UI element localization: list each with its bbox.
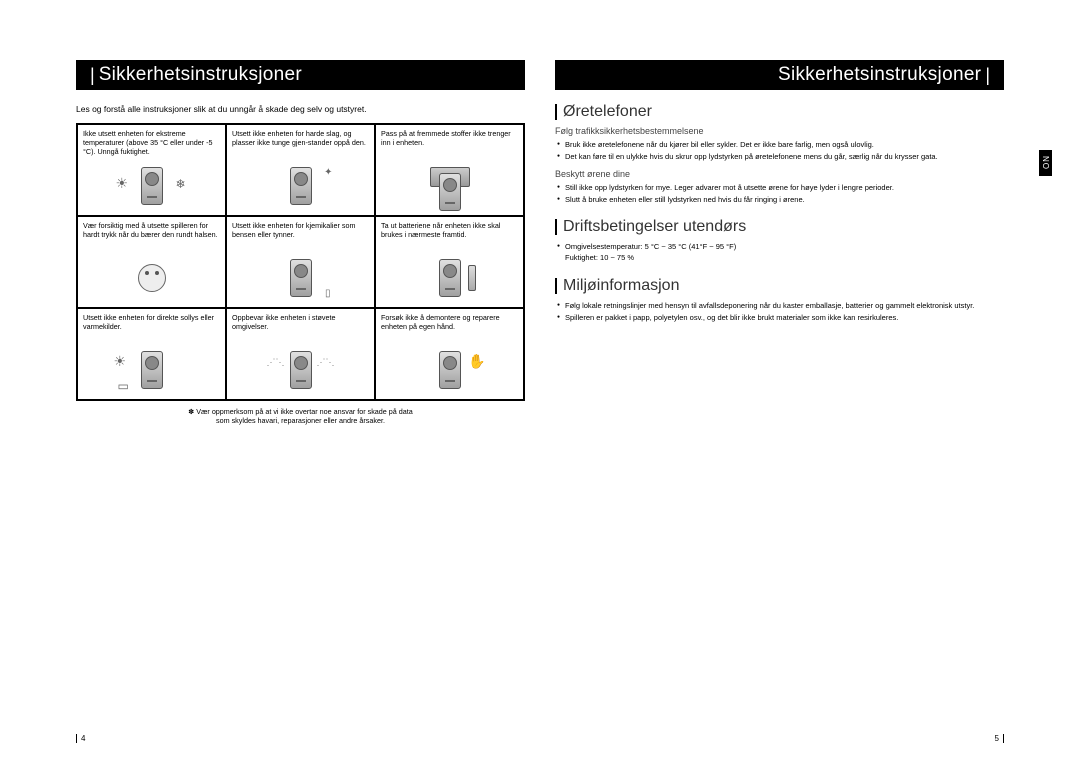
warning-text: Utsett ikke enheten for kjemikalier som …	[232, 221, 369, 239]
warning-cell: Ikke utsett enheten for ekstreme tempera…	[77, 124, 226, 216]
illustration-repair-icon: ✋	[410, 345, 490, 395]
warning-cell: Vær forsiktig med å utsette spilleren fo…	[77, 216, 226, 308]
warning-cell: Oppbevar ikke enheten i støvete omgivels…	[226, 308, 375, 400]
illustration-battery-icon	[410, 253, 490, 303]
header-title-right: Sikkerhetsinstruksjoner	[778, 64, 981, 86]
header-title-left: Sikkerhetsinstruksjoner	[99, 64, 302, 86]
bullet-item: Slutt å bruke enheten eller still lydsty…	[555, 194, 1004, 205]
warning-cell: Utsett ikke enheten for harde slag, og p…	[226, 124, 375, 216]
footnote-line2: som skyldes havari, reparasjoner eller a…	[216, 416, 385, 425]
bullet-list: Still ikke opp lydstyrken for mye. Leger…	[555, 182, 1004, 206]
illustration-sunlight-icon: ☀ ▭	[112, 345, 192, 395]
section-heading-env: Miljøinformasjon	[555, 278, 1004, 294]
bullet-item: Omgivelsestemperatur: 5 °C ~ 35 °C (41°F…	[555, 241, 1004, 264]
warning-cell: Forsøk ikke å demontere og reparere enhe…	[375, 308, 524, 400]
illustration-impact-icon: ✦	[261, 161, 341, 211]
sub-heading-traffic: Følg trafikksikkerhetsbestemmelsene	[555, 126, 1004, 136]
page-spread: | Sikkerhetsinstruksjoner Les og forstå …	[0, 0, 1080, 763]
illustration-chemicals-icon: ▯	[261, 253, 341, 303]
warning-text: Forsøk ikke å demontere og reparere enhe…	[381, 313, 518, 331]
header-right: Sikkerhetsinstruksjoner |	[555, 60, 1004, 90]
warning-text: Ikke utsett enheten for ekstreme tempera…	[83, 129, 220, 156]
page-right: Sikkerhetsinstruksjoner | NO Øretelefone…	[555, 60, 1004, 723]
footnote-line1: ✽ Vær oppmerksom på at vi ikke overtar n…	[188, 407, 413, 416]
warning-grid: Ikke utsett enheten for ekstreme tempera…	[76, 123, 525, 401]
intro-text: Les og forstå alle instruksjoner slik at…	[76, 104, 525, 115]
warning-cell: Ta ut batteriene når enheten ikke skal b…	[375, 216, 524, 308]
bullet-item: Det kan føre til en ulykke hvis du skrur…	[555, 151, 1004, 162]
illustration-liquid-icon	[410, 161, 490, 211]
bullet-list: Omgivelsestemperatur: 5 °C ~ 35 °C (41°F…	[555, 241, 1004, 264]
bullet-list: Bruk ikke øretelefonene når du kjører bi…	[555, 139, 1004, 163]
warning-text: Oppbevar ikke enheten i støvete omgivels…	[232, 313, 369, 331]
illustration-dust-icon: ⋰⋱ ⋰⋱	[261, 345, 341, 395]
warning-text: Vær forsiktig med å utsette spilleren fo…	[83, 221, 220, 239]
page-number-left: 4	[76, 734, 85, 743]
warning-cell: Pass på at fremmede stoffer ikke trenger…	[375, 124, 524, 216]
warning-cell: Utsett ikke enheten for direkte sollys e…	[77, 308, 226, 400]
header-left: | Sikkerhetsinstruksjoner	[76, 60, 525, 90]
warning-text: Utsett ikke enheten for harde slag, og p…	[232, 129, 369, 147]
bullet-item: Bruk ikke øretelefonene når du kjører bi…	[555, 139, 1004, 150]
footnote: ✽ Vær oppmerksom på at vi ikke overtar n…	[76, 407, 525, 426]
language-tab: NO	[1039, 150, 1052, 176]
warning-text: Pass på at fremmede stoffer ikke trenger…	[381, 129, 518, 147]
bullet-item: Følg lokale retningslinjer med hensyn ti…	[555, 300, 1004, 311]
bullet-item: Still ikke opp lydstyrken for mye. Leger…	[555, 182, 1004, 193]
bullet-list: Følg lokale retningslinjer med hensyn ti…	[555, 300, 1004, 324]
warning-text: Ta ut batteriene når enheten ikke skal b…	[381, 221, 518, 239]
bullet-item: Spilleren er pakket i papp, polyetylen o…	[555, 312, 1004, 323]
illustration-neck-icon	[112, 253, 192, 303]
section-heading-earphones: Øretelefoner	[555, 104, 1004, 120]
header-marker-icon: |	[985, 65, 990, 86]
warning-cell: Utsett ikke enheten for kjemikalier som …	[226, 216, 375, 308]
page-number-right: 5	[995, 734, 1004, 743]
section-heading-outdoor: Driftsbetingelser utendørs	[555, 219, 1004, 235]
warning-text: Utsett ikke enheten for direkte sollys e…	[83, 313, 220, 331]
header-marker-icon: |	[90, 65, 95, 86]
page-left: | Sikkerhetsinstruksjoner Les og forstå …	[76, 60, 525, 723]
sub-heading-ears: Beskytt ørene dine	[555, 169, 1004, 179]
illustration-temperature-icon: ☀ ❄	[112, 161, 192, 211]
